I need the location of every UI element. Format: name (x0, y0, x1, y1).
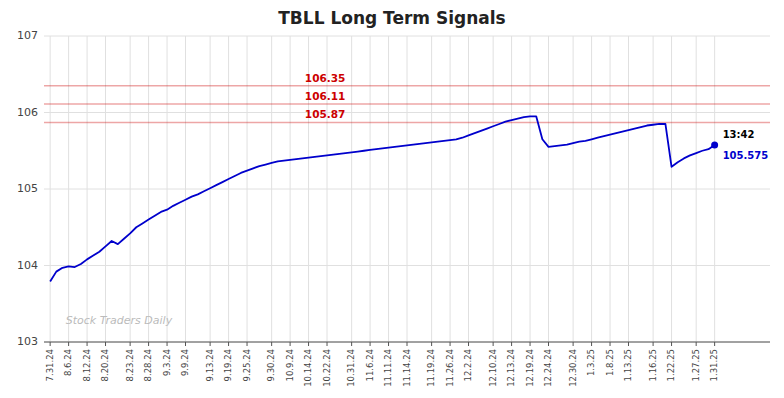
x-tick-label: 9.9.24 (180, 349, 190, 376)
y-tick-label: 104 (17, 259, 38, 272)
x-grid-line (653, 36, 654, 342)
x-tick-label: 12.30.24 (568, 349, 578, 387)
x-grid-line (431, 36, 432, 342)
x-grid-line (610, 36, 611, 342)
x-grid-line (450, 36, 451, 342)
x-grid-line (714, 36, 715, 342)
x-grid-line (530, 36, 531, 342)
last-price-label: 105.575 (723, 150, 769, 161)
x-tick-label: 10.14.24 (303, 349, 313, 387)
plot-area (44, 86, 770, 282)
x-grid-line (290, 36, 291, 342)
x-tick-label: 11.14.24 (402, 349, 412, 387)
x-tick-label: 1.16.25 (648, 349, 658, 381)
last-time-label: 13:42 (723, 129, 755, 140)
x-tick-label: 9.30.24 (266, 349, 276, 381)
x-tick-label: 9.13.24 (205, 349, 215, 381)
x-tick-label: 1.27.25 (691, 349, 701, 381)
price-line (50, 116, 714, 281)
x-grid-line (573, 36, 574, 342)
x-grid-line (628, 36, 629, 342)
x-tick-label: 10.22.24 (322, 349, 332, 387)
x-grid-line (591, 36, 592, 342)
x-tick-label: 11.19.24 (426, 349, 436, 387)
x-tick-label: 8.28.24 (143, 349, 153, 381)
x-tick-label: 10.31.24 (346, 349, 356, 387)
x-tick-label: 11.11.24 (383, 349, 393, 387)
x-grid-line (87, 36, 88, 342)
x-grid-line (696, 36, 697, 342)
y-grid-line (44, 342, 770, 343)
grid (44, 36, 770, 342)
x-tick-label: 9.3.24 (162, 349, 172, 376)
x-grid-line (185, 36, 186, 342)
signal-label: 106.35 (305, 72, 346, 84)
x-tick-label: 12.24.24 (543, 349, 553, 387)
x-grid-line (130, 36, 131, 342)
background (0, 0, 784, 398)
title: TBLL Long Term Signals (278, 8, 505, 28)
x-tick-label: 7.31.24 (45, 349, 55, 381)
x-tick-label: 12.13.24 (506, 349, 516, 387)
chart: TBLL Long Term Signals 103 104 105 106 107 7.3… (0, 0, 784, 398)
y-tick-label: 105 (17, 182, 38, 195)
signal-line (44, 122, 770, 124)
x-tick-label: 12.10.24 (488, 349, 498, 387)
x-tick-label: 9.25.24 (242, 349, 252, 381)
x-tick-label: 8.12.24 (82, 349, 92, 381)
x-grid-line (671, 36, 672, 342)
y-tick-label: 107 (17, 29, 38, 42)
x-grid-line (493, 36, 494, 342)
x-tick-label: 10.9.24 (285, 349, 295, 381)
signal-line (44, 85, 770, 87)
x-grid-line (548, 36, 549, 342)
x-grid-line (167, 36, 168, 342)
x-grid-line (370, 36, 371, 342)
watermark: Stock Traders Daily (66, 314, 173, 327)
y-tick-label: 106 (17, 106, 38, 119)
x-grid-line (105, 36, 106, 342)
x-tick-label: 8.6.24 (63, 349, 73, 376)
x-tick-label: 1.3.25 (586, 349, 596, 376)
x-tick-label: 12.2.24 (463, 349, 473, 381)
x-tick-label: 1.31.25 (709, 349, 719, 381)
y-tick-label: 103 (17, 335, 38, 348)
x-tick-label: 11.26.24 (445, 349, 455, 387)
signal-label: 106.11 (305, 90, 346, 102)
x-grid-line (148, 36, 149, 342)
x-grid-line (228, 36, 229, 342)
x-tick-label: 12.19.24 (525, 349, 535, 387)
x-grid-line (468, 36, 469, 342)
x-grid-line (50, 36, 51, 342)
x-tick-label: 1.22.25 (666, 349, 676, 381)
x-tick-label: 9.19.24 (223, 349, 233, 381)
last-price-marker (711, 142, 718, 149)
x-tick-label: 8.20.24 (100, 349, 110, 381)
x-tick-label: 11.6.24 (365, 349, 375, 381)
x-grid-line (351, 36, 352, 342)
x-grid-line (388, 36, 389, 342)
x-grid-line (271, 36, 272, 342)
x-tick-label: 1.13.25 (623, 349, 633, 381)
signal-line (44, 103, 770, 105)
x-tick-label: 1.8.25 (605, 349, 615, 376)
signal-label: 105.87 (305, 108, 346, 120)
x-tick-label: 8.23.24 (125, 349, 135, 381)
x-axis-line (44, 341, 770, 342)
x-grid-line (511, 36, 512, 342)
x-grid-line (247, 36, 248, 342)
x-grid-line (68, 36, 69, 342)
x-grid-line (407, 36, 408, 342)
